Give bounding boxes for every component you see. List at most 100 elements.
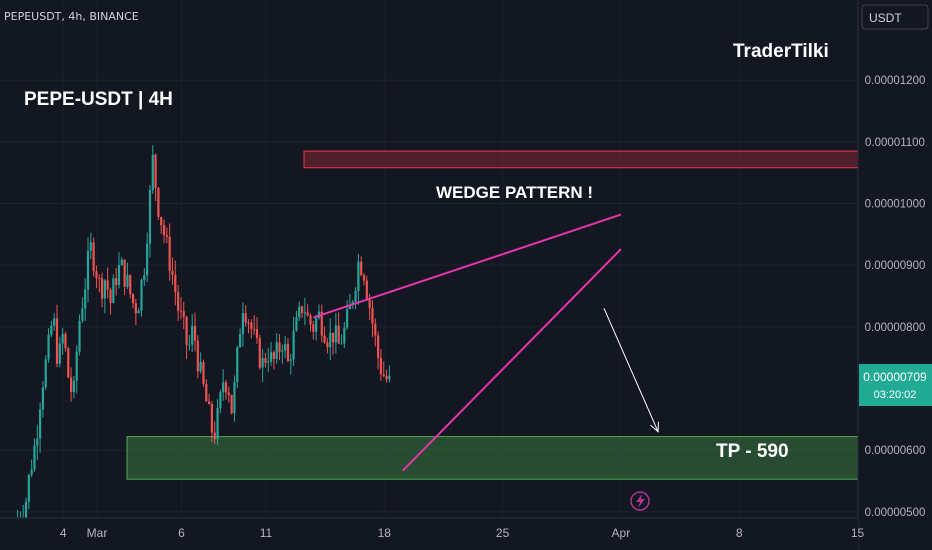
last-price-value: 0.00000709 [863, 370, 927, 384]
candle [343, 322, 346, 348]
x-tick-label: 8 [736, 526, 743, 540]
wedge-lower-line [402, 248, 622, 472]
candle [168, 223, 171, 281]
y-tick-label: 0.00000500 [865, 507, 926, 519]
candle [44, 355, 47, 390]
candle [53, 313, 56, 331]
price-zones [126, 150, 859, 480]
candle [264, 352, 267, 368]
author-label: TraderTilki [733, 41, 829, 62]
symbol-header: PEPEUSDT, 4h, BINANCE [4, 10, 139, 23]
candle [112, 274, 115, 304]
candle [219, 389, 222, 414]
chart-grid [0, 79, 858, 513]
candle [86, 237, 90, 303]
chart-title: PEPE-USDT | 4H [24, 89, 173, 110]
currency-button[interactable]: USDT [861, 4, 929, 30]
candle [154, 153, 157, 201]
candle [238, 328, 242, 348]
candle [67, 346, 70, 379]
candle [126, 262, 129, 289]
candle [216, 399, 219, 446]
candle [55, 304, 59, 368]
candle [315, 314, 318, 341]
candle [205, 379, 208, 402]
candle [193, 312, 197, 352]
candle [36, 424, 39, 460]
last-price-badge: 0.00000709 03:20:02 [859, 364, 932, 406]
candle [284, 336, 287, 359]
candle [72, 376, 76, 399]
candle [224, 380, 228, 400]
candle [371, 300, 374, 337]
candle [41, 381, 45, 418]
candle [33, 438, 36, 472]
arrow-head [650, 421, 659, 433]
candle [250, 319, 253, 339]
price-axis[interactable]: USDT 0.000012000.000011000.000010000.000… [857, 0, 932, 550]
candle [157, 186, 160, 220]
price-ticks: 0.00001200 0.00001100 0.00001000 0.00000900… [865, 75, 926, 519]
candle [295, 310, 298, 332]
candle [320, 304, 323, 343]
candle [253, 315, 256, 335]
candle [162, 219, 166, 244]
candle [377, 331, 380, 370]
candle [81, 297, 84, 323]
candle [379, 348, 383, 381]
candle [199, 352, 202, 374]
candle [241, 302, 245, 347]
lightning-icon[interactable] [630, 491, 650, 511]
candle [208, 393, 211, 405]
candle [281, 344, 284, 364]
candle [109, 287, 112, 315]
svg-text:USDT: USDT [869, 11, 902, 25]
candle [143, 268, 146, 287]
y-tick-label: 0.00000800 [865, 322, 926, 334]
wedge-annotation: WEDGE PATTERN ! [436, 183, 593, 202]
candle [258, 334, 261, 370]
y-tick-label: 0.00001000 [865, 199, 926, 211]
candle [182, 301, 185, 330]
x-tick-label: 11 [260, 526, 273, 540]
countdown-value: 03:20:02 [874, 389, 917, 401]
candle [312, 320, 315, 340]
candle [106, 267, 109, 299]
candle [179, 296, 183, 320]
candle [196, 335, 199, 379]
candle [131, 293, 135, 309]
candle [95, 265, 98, 289]
candle [354, 287, 357, 310]
candle [78, 314, 81, 356]
candle [286, 338, 290, 363]
candle [309, 313, 312, 332]
candle [174, 260, 177, 306]
candle [47, 328, 50, 363]
candle [331, 332, 335, 355]
wedge-upper-line [313, 213, 622, 319]
candle [191, 314, 194, 353]
candle [146, 232, 149, 282]
time-ticks: 4 Mar 6 11 18 25 Apr 8 15 [60, 526, 865, 540]
candle [165, 227, 168, 244]
candle [317, 304, 321, 320]
candle [188, 334, 191, 351]
candle [303, 297, 306, 325]
x-tick-label: 4 [60, 526, 67, 540]
candle [337, 312, 340, 344]
candle [272, 350, 275, 370]
candle [222, 369, 225, 401]
candle [362, 272, 366, 286]
candle [388, 365, 391, 383]
x-tick-label: 18 [378, 526, 392, 540]
candle [120, 257, 123, 266]
candle [385, 369, 388, 383]
time-axis[interactable]: 4 Mar 6 11 18 25 Apr 8 15 [0, 517, 865, 550]
candle [298, 301, 301, 322]
candle [275, 333, 278, 364]
candle [255, 317, 259, 344]
candle [64, 331, 67, 352]
target-label: TP - 590 [716, 441, 789, 462]
candle [148, 185, 152, 258]
